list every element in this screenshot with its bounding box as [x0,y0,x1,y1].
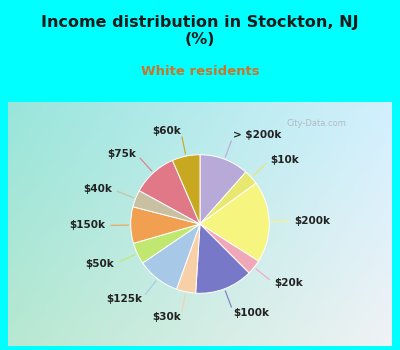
Wedge shape [196,224,249,293]
Wedge shape [200,172,256,224]
Text: $100k: $100k [234,308,270,317]
Wedge shape [176,224,200,293]
Text: White residents: White residents [141,65,259,78]
Wedge shape [200,224,258,273]
Text: $75k: $75k [108,149,136,159]
Text: $20k: $20k [274,278,302,288]
Wedge shape [200,155,246,224]
Text: Income distribution in Stockton, NJ
(%): Income distribution in Stockton, NJ (%) [41,15,359,47]
Wedge shape [134,224,200,263]
Wedge shape [143,224,200,289]
Text: $40k: $40k [83,184,112,194]
Text: $150k: $150k [69,220,105,231]
Text: $10k: $10k [270,155,299,165]
Text: $30k: $30k [152,312,181,322]
Wedge shape [172,155,200,224]
Text: $50k: $50k [86,259,114,269]
Text: $125k: $125k [106,294,142,304]
Wedge shape [139,160,200,224]
Text: City-Data.com: City-Data.com [286,119,346,128]
Wedge shape [133,191,200,224]
Text: $60k: $60k [152,126,181,136]
Text: $200k: $200k [294,216,330,226]
Text: > $200k: > $200k [234,131,282,140]
Wedge shape [131,207,200,243]
Wedge shape [200,183,269,261]
